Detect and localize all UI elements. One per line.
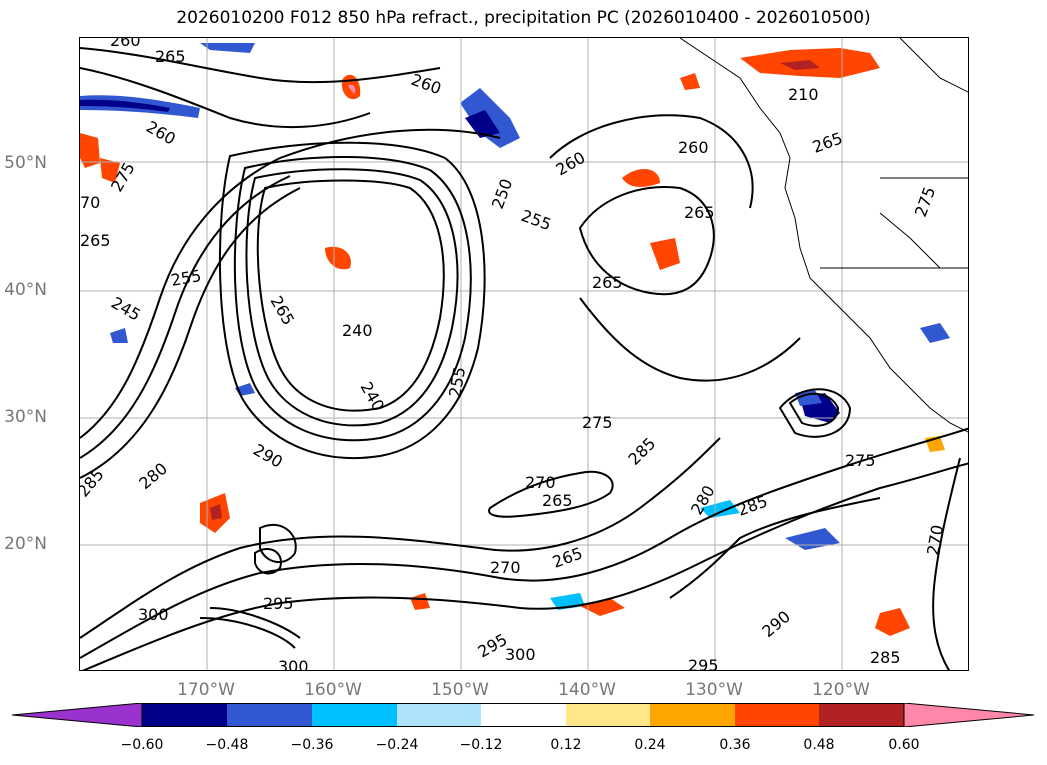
- contour-label: 245: [108, 293, 144, 325]
- contour-label: 255: [169, 266, 202, 290]
- contour-label: 240: [342, 321, 373, 340]
- contour-label: 260: [678, 138, 709, 157]
- contour-label: 285: [870, 648, 901, 667]
- colorbar: [12, 703, 1035, 727]
- map-canvas: 260 265 260 260 275 70 265 255 245 240 2…: [80, 38, 968, 671]
- contour-label: 295: [263, 594, 294, 613]
- colorbar-segment: [819, 703, 904, 727]
- colorbar-segment: [481, 703, 566, 727]
- lon-label-170w: 170°W: [177, 680, 235, 700]
- lon-label-130w: 130°W: [685, 680, 743, 700]
- figure-title: 2026010200 F012 850 hPa refract., precip…: [176, 8, 871, 28]
- contour-label: 275: [911, 184, 939, 219]
- contour-label: 260: [409, 70, 444, 98]
- colorbar-tick: −0.12: [459, 737, 503, 753]
- colorbar-segment: [312, 703, 397, 727]
- contour-label: 300: [278, 657, 309, 671]
- lat-label-30n: 30°N: [4, 407, 47, 427]
- contour-label: 265: [80, 231, 111, 250]
- lat-label-50n: 50°N: [4, 153, 47, 173]
- lon-label-160w: 160°W: [304, 680, 362, 700]
- contour-label: 275: [845, 451, 876, 470]
- contour-label: 270: [525, 473, 556, 492]
- contour-label: 295: [688, 656, 719, 671]
- contour-label: 300: [138, 605, 169, 624]
- colorbar-segment: [735, 703, 819, 727]
- colorbar-segment: [566, 703, 650, 727]
- colorbar-tick: −0.24: [375, 737, 419, 753]
- lon-label-150w: 150°W: [431, 680, 489, 700]
- contour-label: 265: [542, 491, 573, 510]
- lon-label-120w: 120°W: [812, 680, 870, 700]
- contour-label: 265: [810, 128, 845, 156]
- contour-label: 70: [80, 193, 100, 212]
- colorbar-tick: 0.12: [550, 737, 582, 753]
- lon-label-140w: 140°W: [558, 680, 616, 700]
- colorbar-extend-high: [903, 703, 1035, 727]
- colorbar-tick: 0.24: [634, 737, 666, 753]
- contour-label: 290: [758, 607, 794, 641]
- coastlines: [679, 38, 968, 433]
- contour-label: 255: [445, 365, 469, 398]
- contour-label: 270: [923, 523, 947, 556]
- map-panel[interactable]: 260 265 260 260 275 70 265 255 245 240 2…: [79, 37, 969, 671]
- colorbar-tick: −0.60: [120, 737, 164, 753]
- contour-label: 260: [143, 117, 179, 149]
- contour-label: 255: [519, 206, 554, 234]
- contour-label: 265: [684, 203, 715, 222]
- contour-label: 265: [267, 293, 299, 329]
- contour-label: 240: [357, 379, 389, 415]
- colorbar-segment: [227, 703, 312, 727]
- colorbar-tick: 0.60: [888, 737, 920, 753]
- contour-label: 290: [250, 440, 286, 472]
- contour-label: 265: [550, 543, 585, 571]
- contour-label: 300: [505, 645, 536, 664]
- colorbar-segment: [397, 703, 481, 727]
- contour-label: 210: [788, 85, 819, 104]
- colorbar-tick: 0.48: [803, 737, 835, 753]
- lat-label-20n: 20°N: [4, 534, 47, 554]
- lat-label-40n: 40°N: [4, 280, 47, 300]
- colorbar-extend-low: [12, 703, 143, 727]
- contour-label: 285: [624, 434, 659, 469]
- colorbar-segment: [142, 703, 227, 727]
- colorbar-tick: 0.36: [719, 737, 751, 753]
- contour-label: 250: [488, 176, 516, 211]
- contour-label: 265: [592, 273, 623, 292]
- contour-label: 275: [582, 413, 613, 432]
- contour-label: 270: [490, 558, 521, 577]
- colorbar-tick: −0.36: [290, 737, 334, 753]
- colorbar-tick: −0.48: [205, 737, 249, 753]
- contour-label: 280: [135, 459, 171, 493]
- precip-shading: [80, 43, 950, 636]
- contour-label: 285: [80, 465, 108, 501]
- contour-label: 265: [155, 47, 186, 66]
- refractivity-contours: [80, 47, 968, 670]
- colorbar-segment: [650, 703, 735, 727]
- contour-label: 285: [735, 491, 770, 519]
- contour-label: 260: [110, 38, 141, 50]
- contour-label: 260: [553, 148, 589, 180]
